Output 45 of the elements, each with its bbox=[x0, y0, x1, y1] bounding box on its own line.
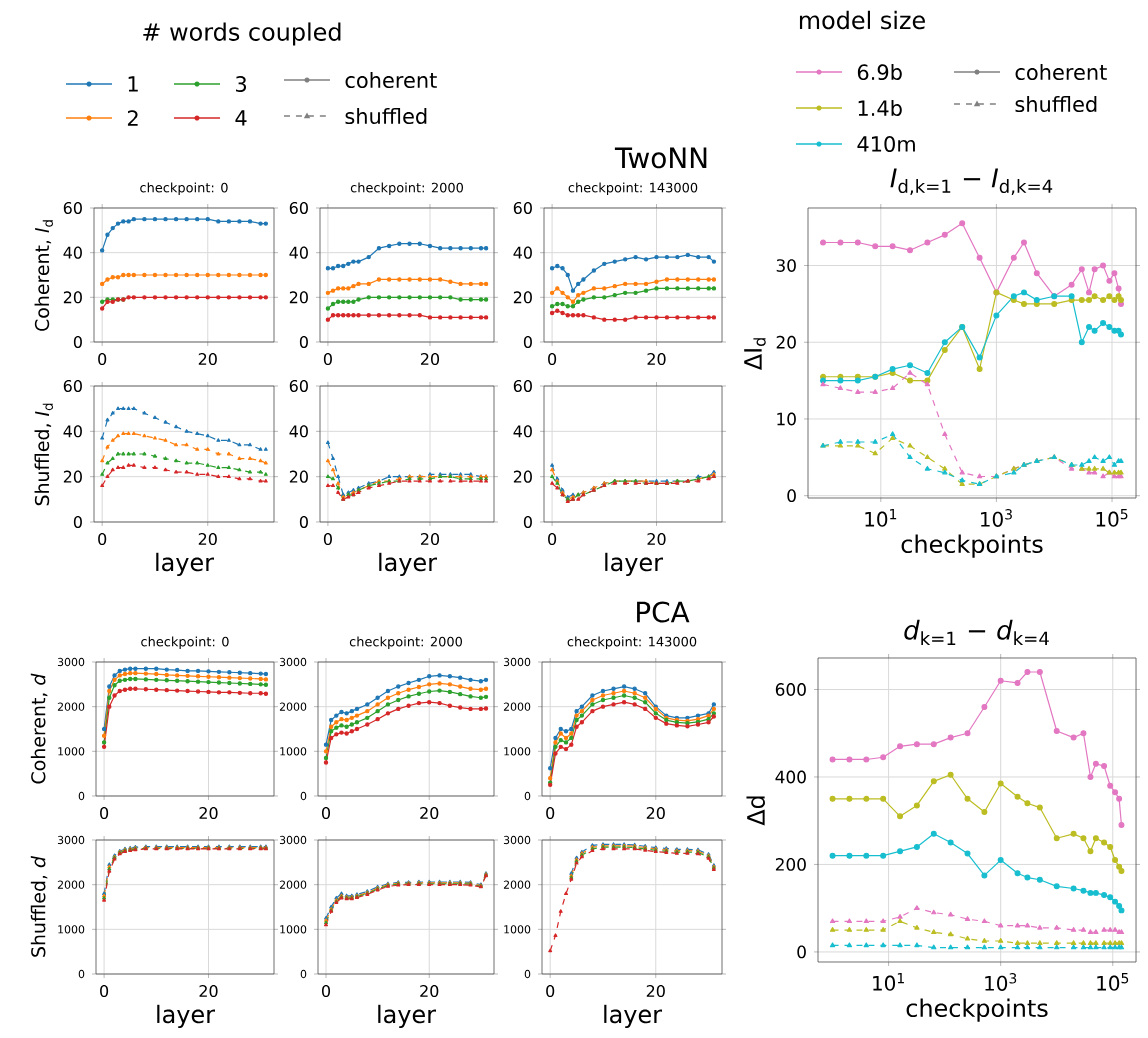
text: coherent bbox=[1015, 63, 1107, 81]
legend-label: 410m bbox=[857, 136, 915, 152]
legend-label: 3 bbox=[236, 76, 247, 92]
y-axis-title: Coherent, I$_{d}$ bbox=[34, 220, 53, 331]
y-tick-label: 200 bbox=[775, 858, 806, 871]
chart-title: d$_{k=1}$ − d$_{k=4}$ bbox=[904, 619, 1049, 645]
x-axis-title: layer bbox=[379, 552, 438, 576]
text: PCA bbox=[637, 601, 690, 623]
y-axis-title: ΔI$_{d}$ bbox=[744, 338, 766, 371]
text: shuffled bbox=[1015, 95, 1097, 113]
x-axis-title: layer bbox=[378, 1004, 437, 1028]
x-axis-title: layer bbox=[605, 552, 664, 576]
legend-label: 4 bbox=[235, 110, 247, 126]
legend-title: # words coupled bbox=[143, 22, 341, 46]
y-axis-title: Δd bbox=[746, 796, 765, 826]
x-tick-label: 10$^{1}$ bbox=[873, 973, 904, 991]
legend-label: 1.4b bbox=[858, 99, 902, 117]
y-axis-title: Shuffled, d bbox=[30, 855, 48, 957]
y-tick-label: 10 bbox=[777, 412, 796, 426]
x-axis-title: checkpoints bbox=[901, 534, 1043, 558]
x-tick-label: 10$^{5}$ bbox=[1097, 973, 1129, 991]
x-axis-title: layer bbox=[157, 1004, 216, 1028]
x-axis-title: layer bbox=[604, 1004, 663, 1028]
x-axis-title: checkpoints bbox=[906, 998, 1048, 1022]
y-tick-label: 0 bbox=[787, 489, 796, 503]
y-tick-label: 0 bbox=[797, 945, 806, 959]
y-tick-label: 20 bbox=[776, 335, 796, 349]
legend-label: 1 bbox=[128, 76, 138, 92]
text: coherent bbox=[345, 71, 437, 89]
text: TwoNN bbox=[614, 147, 707, 169]
x-tick-label: 10$^{1}$ bbox=[865, 509, 897, 527]
y-tick-label: 400 bbox=[775, 770, 806, 784]
y-tick-label: 30 bbox=[776, 259, 796, 272]
legend-title: model size bbox=[799, 10, 925, 30]
chart-title: I$_{d,k=1}$ − I$_{d,k=4}$ bbox=[890, 168, 1053, 195]
x-tick-label: 10$^{3}$ bbox=[980, 509, 1012, 527]
y-axis-title: Shuffled, I$_{d}$ bbox=[34, 403, 53, 506]
y-axis-title: Coherent, d bbox=[30, 673, 48, 784]
legend-label: 2 bbox=[127, 110, 138, 126]
text: shuffled bbox=[345, 107, 427, 125]
x-tick-label: 10$^{3}$ bbox=[985, 973, 1017, 991]
y-tick-label: 600 bbox=[775, 683, 806, 696]
legend-label: 6.9b bbox=[857, 63, 902, 81]
x-axis-title: layer bbox=[156, 552, 215, 576]
x-tick-label: 10$^{5}$ bbox=[1096, 509, 1128, 527]
